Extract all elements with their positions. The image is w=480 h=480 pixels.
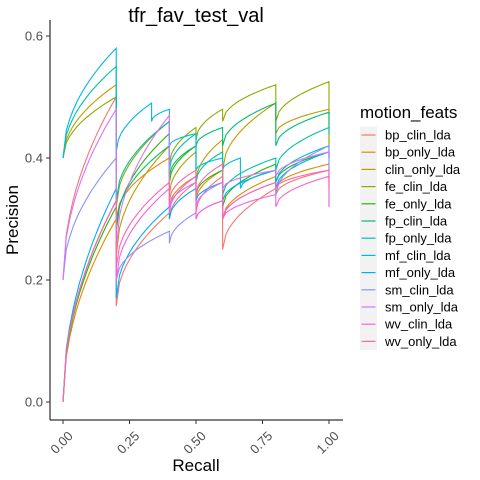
legend-label: fp_only_lda: [385, 231, 452, 246]
x-tick-label: 0.50: [180, 428, 209, 457]
legend-item-wv_only_lda: wv_only_lda: [360, 332, 457, 350]
x-tick-label: 0.00: [47, 428, 76, 457]
legend-label: bp_only_lda: [385, 145, 456, 160]
y-tick-label: 0.6: [25, 29, 43, 44]
legend-label: wv_clin_lda: [384, 317, 453, 332]
legend-label: bp_clin_lda: [385, 128, 452, 143]
x-axis-title: Recall: [172, 456, 219, 475]
legend-label: fp_clin_lda: [385, 214, 448, 229]
x-tick-label: 0.25: [114, 428, 143, 457]
legend-item-wv_clin_lda: wv_clin_lda: [360, 315, 453, 333]
legend: motion_feats bp_clin_lda bp_only_lda clin_…: [360, 103, 461, 350]
series-line-wv_clin_lda: [62, 175, 330, 403]
x-tick-label: 1.00: [313, 428, 342, 457]
legend-label: fe_only_lda: [385, 196, 452, 211]
legend-item-mf_clin_lda: mf_clin_lda: [360, 246, 452, 264]
legend-label: wv_only_lda: [384, 334, 457, 349]
legend-title: motion_feats: [360, 103, 457, 122]
plot-area: 0.00 0.25 0.50 0.75 1.00 0.0 0.2 0.4 0.6: [25, 20, 343, 457]
y-tick-label: 0.4: [25, 151, 43, 166]
legend-item-sm_only_lda: sm_only_lda: [360, 298, 459, 316]
legend-label: mf_only_lda: [385, 265, 456, 280]
legend-label: mf_clin_lda: [385, 248, 452, 263]
legend-item-bp_clin_lda: bp_clin_lda: [360, 126, 452, 144]
y-axis-title: Precision: [3, 185, 22, 255]
legend-item-fe_only_lda: fe_only_lda: [360, 195, 452, 213]
legend-items: bp_clin_lda bp_only_lda clin_only_lda fe_cl…: [360, 126, 461, 350]
legend-label: sm_only_lda: [385, 300, 459, 315]
legend-item-sm_clin_lda: sm_clin_lda: [360, 281, 454, 299]
series-layer: [62, 46, 330, 403]
legend-label: clin_only_lda: [385, 162, 461, 177]
legend-item-fp_only_lda: fp_only_lda: [360, 229, 452, 247]
legend-item-bp_only_lda: bp_only_lda: [360, 143, 456, 161]
legend-item-clin_only_lda: clin_only_lda: [360, 160, 461, 178]
legend-label: sm_clin_lda: [385, 282, 454, 297]
legend-item-fp_clin_lda: fp_clin_lda: [360, 212, 448, 230]
series-line-wv_only_lda: [62, 163, 330, 403]
y-tick-label: 0.2: [25, 273, 43, 288]
y-ticks: 0.0 0.2 0.4 0.6: [25, 29, 50, 410]
chart-title: tfr_fav_test_val: [128, 5, 264, 27]
x-ticks: 0.00 0.25 0.50 0.75 1.00: [47, 420, 342, 457]
legend-label: fe_clin_lda: [385, 179, 448, 194]
y-tick-label: 0.0: [25, 395, 43, 410]
legend-item-fe_clin_lda: fe_clin_lda: [360, 178, 448, 196]
legend-item-mf_only_lda: mf_only_lda: [360, 264, 456, 282]
x-tick-label: 0.75: [247, 428, 276, 457]
